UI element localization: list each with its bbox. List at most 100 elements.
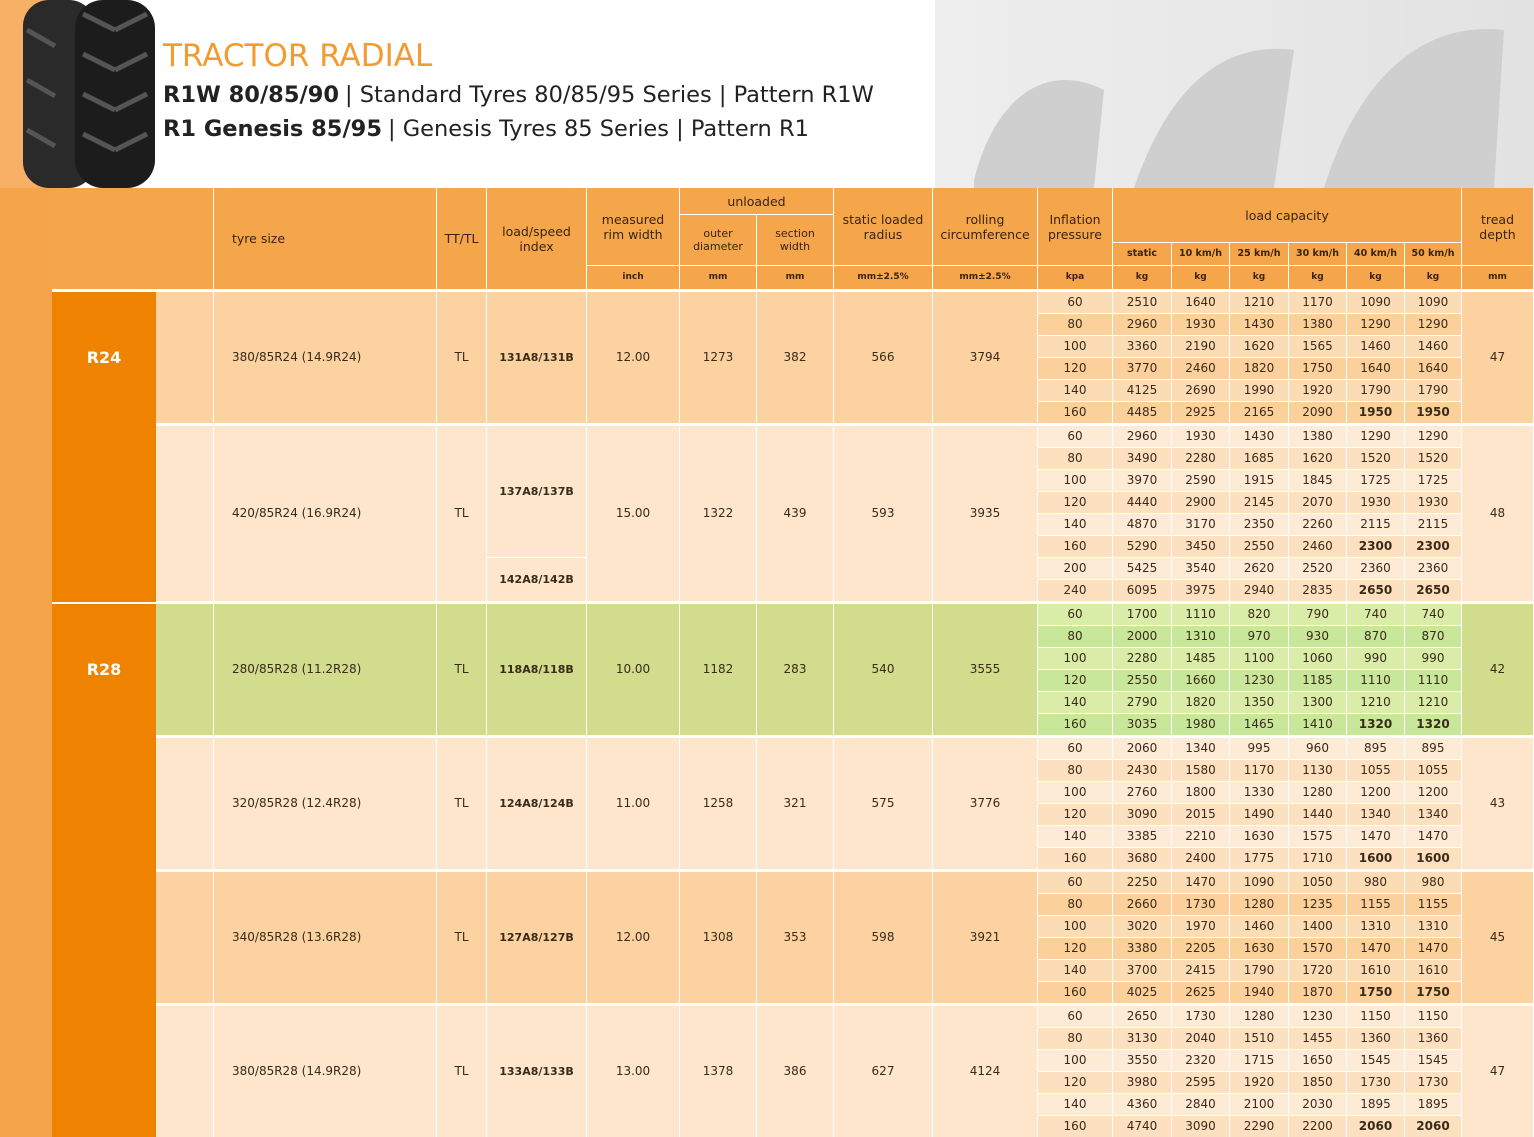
header-cell: tyre size [214,188,437,290]
tyre-value: 1182 [680,604,757,736]
load-value: 2200 [1289,1116,1347,1137]
pressure: 80 [1038,626,1113,648]
unit-cell: kg [1289,266,1347,290]
load-value: 2590 [1172,470,1230,492]
pressure: 120 [1038,358,1113,380]
load-value: 2660 [1113,894,1172,916]
load-value: 1800 [1172,782,1230,804]
load-value: 1750 [1405,982,1462,1004]
load-index: 124A8/124B [487,738,587,870]
tyre-value: 283 [757,604,834,736]
load-value: 1055 [1347,760,1405,782]
load-value: 3980 [1113,1072,1172,1094]
pressure: 160 [1038,982,1113,1004]
header-cell: measured rim width [587,188,680,266]
header-cell: 30 km/h [1289,243,1347,266]
load-value: 2900 [1172,492,1230,514]
load-value: 2840 [1172,1094,1230,1116]
load-value: 1170 [1230,760,1289,782]
load-value: 2360 [1347,558,1405,580]
load-value: 1055 [1405,760,1462,782]
unit-cell: mm [680,266,757,290]
load-value: 4440 [1113,492,1172,514]
load-value: 1730 [1405,1072,1462,1094]
load-value: 2550 [1113,670,1172,692]
load-value: 1380 [1289,426,1347,448]
pressure: 60 [1038,426,1113,448]
pressure: 140 [1038,1094,1113,1116]
load-value: 1725 [1347,470,1405,492]
unit-cell: kg [1347,266,1405,290]
load-value: 3130 [1113,1028,1172,1050]
load-value: 1290 [1405,314,1462,336]
load-value: 1100 [1230,648,1289,670]
pressure: 80 [1038,894,1113,916]
load-value: 1210 [1230,292,1289,314]
tyre-value: 353 [757,872,834,1004]
load-index: 131A8/131B [487,292,587,424]
load-value: 1360 [1405,1028,1462,1050]
load-value: 2015 [1172,804,1230,826]
load-value: 1950 [1405,402,1462,424]
header-cell: static [1113,243,1172,266]
load-value: 1185 [1289,670,1347,692]
load-value: 1170 [1289,292,1347,314]
unit-cell: mm±2.5% [834,266,933,290]
load-value: 2060 [1347,1116,1405,1137]
load-value: 1470 [1347,938,1405,960]
load-value: 2115 [1347,514,1405,536]
left-strip [0,188,52,1137]
header-cell: load/speed index [487,188,587,290]
load-value: 1575 [1289,826,1347,848]
tyre-value: 48 [1462,426,1534,602]
load-value: 3540 [1172,558,1230,580]
load-value: 2190 [1172,336,1230,358]
group-label: R24 [86,348,122,368]
pressure: 60 [1038,604,1113,626]
load-value: 1110 [1405,670,1462,692]
tt-tl: TL [437,426,487,602]
load-value: 1610 [1347,960,1405,982]
load-value: 2510 [1113,292,1172,314]
load-value: 870 [1405,626,1462,648]
spacer-cell [156,872,214,1004]
load-value: 740 [1405,604,1462,626]
tyre-size: 280/85R28 (11.2R28) [214,604,437,736]
load-value: 1440 [1289,804,1347,826]
load-value: 1790 [1230,960,1289,982]
load-value: 2460 [1289,536,1347,558]
header-cell: 10 km/h [1172,243,1230,266]
load-value: 980 [1347,872,1405,894]
pressure: 140 [1038,514,1113,536]
load-value: 1360 [1347,1028,1405,1050]
load-value: 1485 [1172,648,1230,670]
load-value: 4485 [1113,402,1172,424]
load-value: 980 [1405,872,1462,894]
tyre-value: 1378 [680,1006,757,1137]
header-cell: 40 km/h [1347,243,1405,266]
load-value: 1850 [1289,1072,1347,1094]
load-value: 1650 [1289,1050,1347,1072]
spacer-cell [156,738,214,870]
group-band [52,292,156,602]
subtitle-bold: R1W 80/85/90 [163,82,340,108]
load-value: 870 [1347,626,1405,648]
load-value: 1155 [1405,894,1462,916]
unit-cell: inch [587,266,680,290]
load-value: 1430 [1230,314,1289,336]
load-value: 1685 [1230,448,1289,470]
pressure: 100 [1038,916,1113,938]
unit-cell: mm±2.5% [933,266,1038,290]
tyre-value: 382 [757,292,834,424]
tyre-value: 598 [834,872,933,1004]
load-value: 3380 [1113,938,1172,960]
load-value: 1620 [1289,448,1347,470]
load-value: 2090 [1289,402,1347,424]
load-value: 1565 [1289,336,1347,358]
load-value: 2260 [1289,514,1347,536]
pressure: 120 [1038,1072,1113,1094]
load-value: 1820 [1230,358,1289,380]
load-value: 2595 [1172,1072,1230,1094]
pressure: 100 [1038,470,1113,492]
pressure: 140 [1038,380,1113,402]
